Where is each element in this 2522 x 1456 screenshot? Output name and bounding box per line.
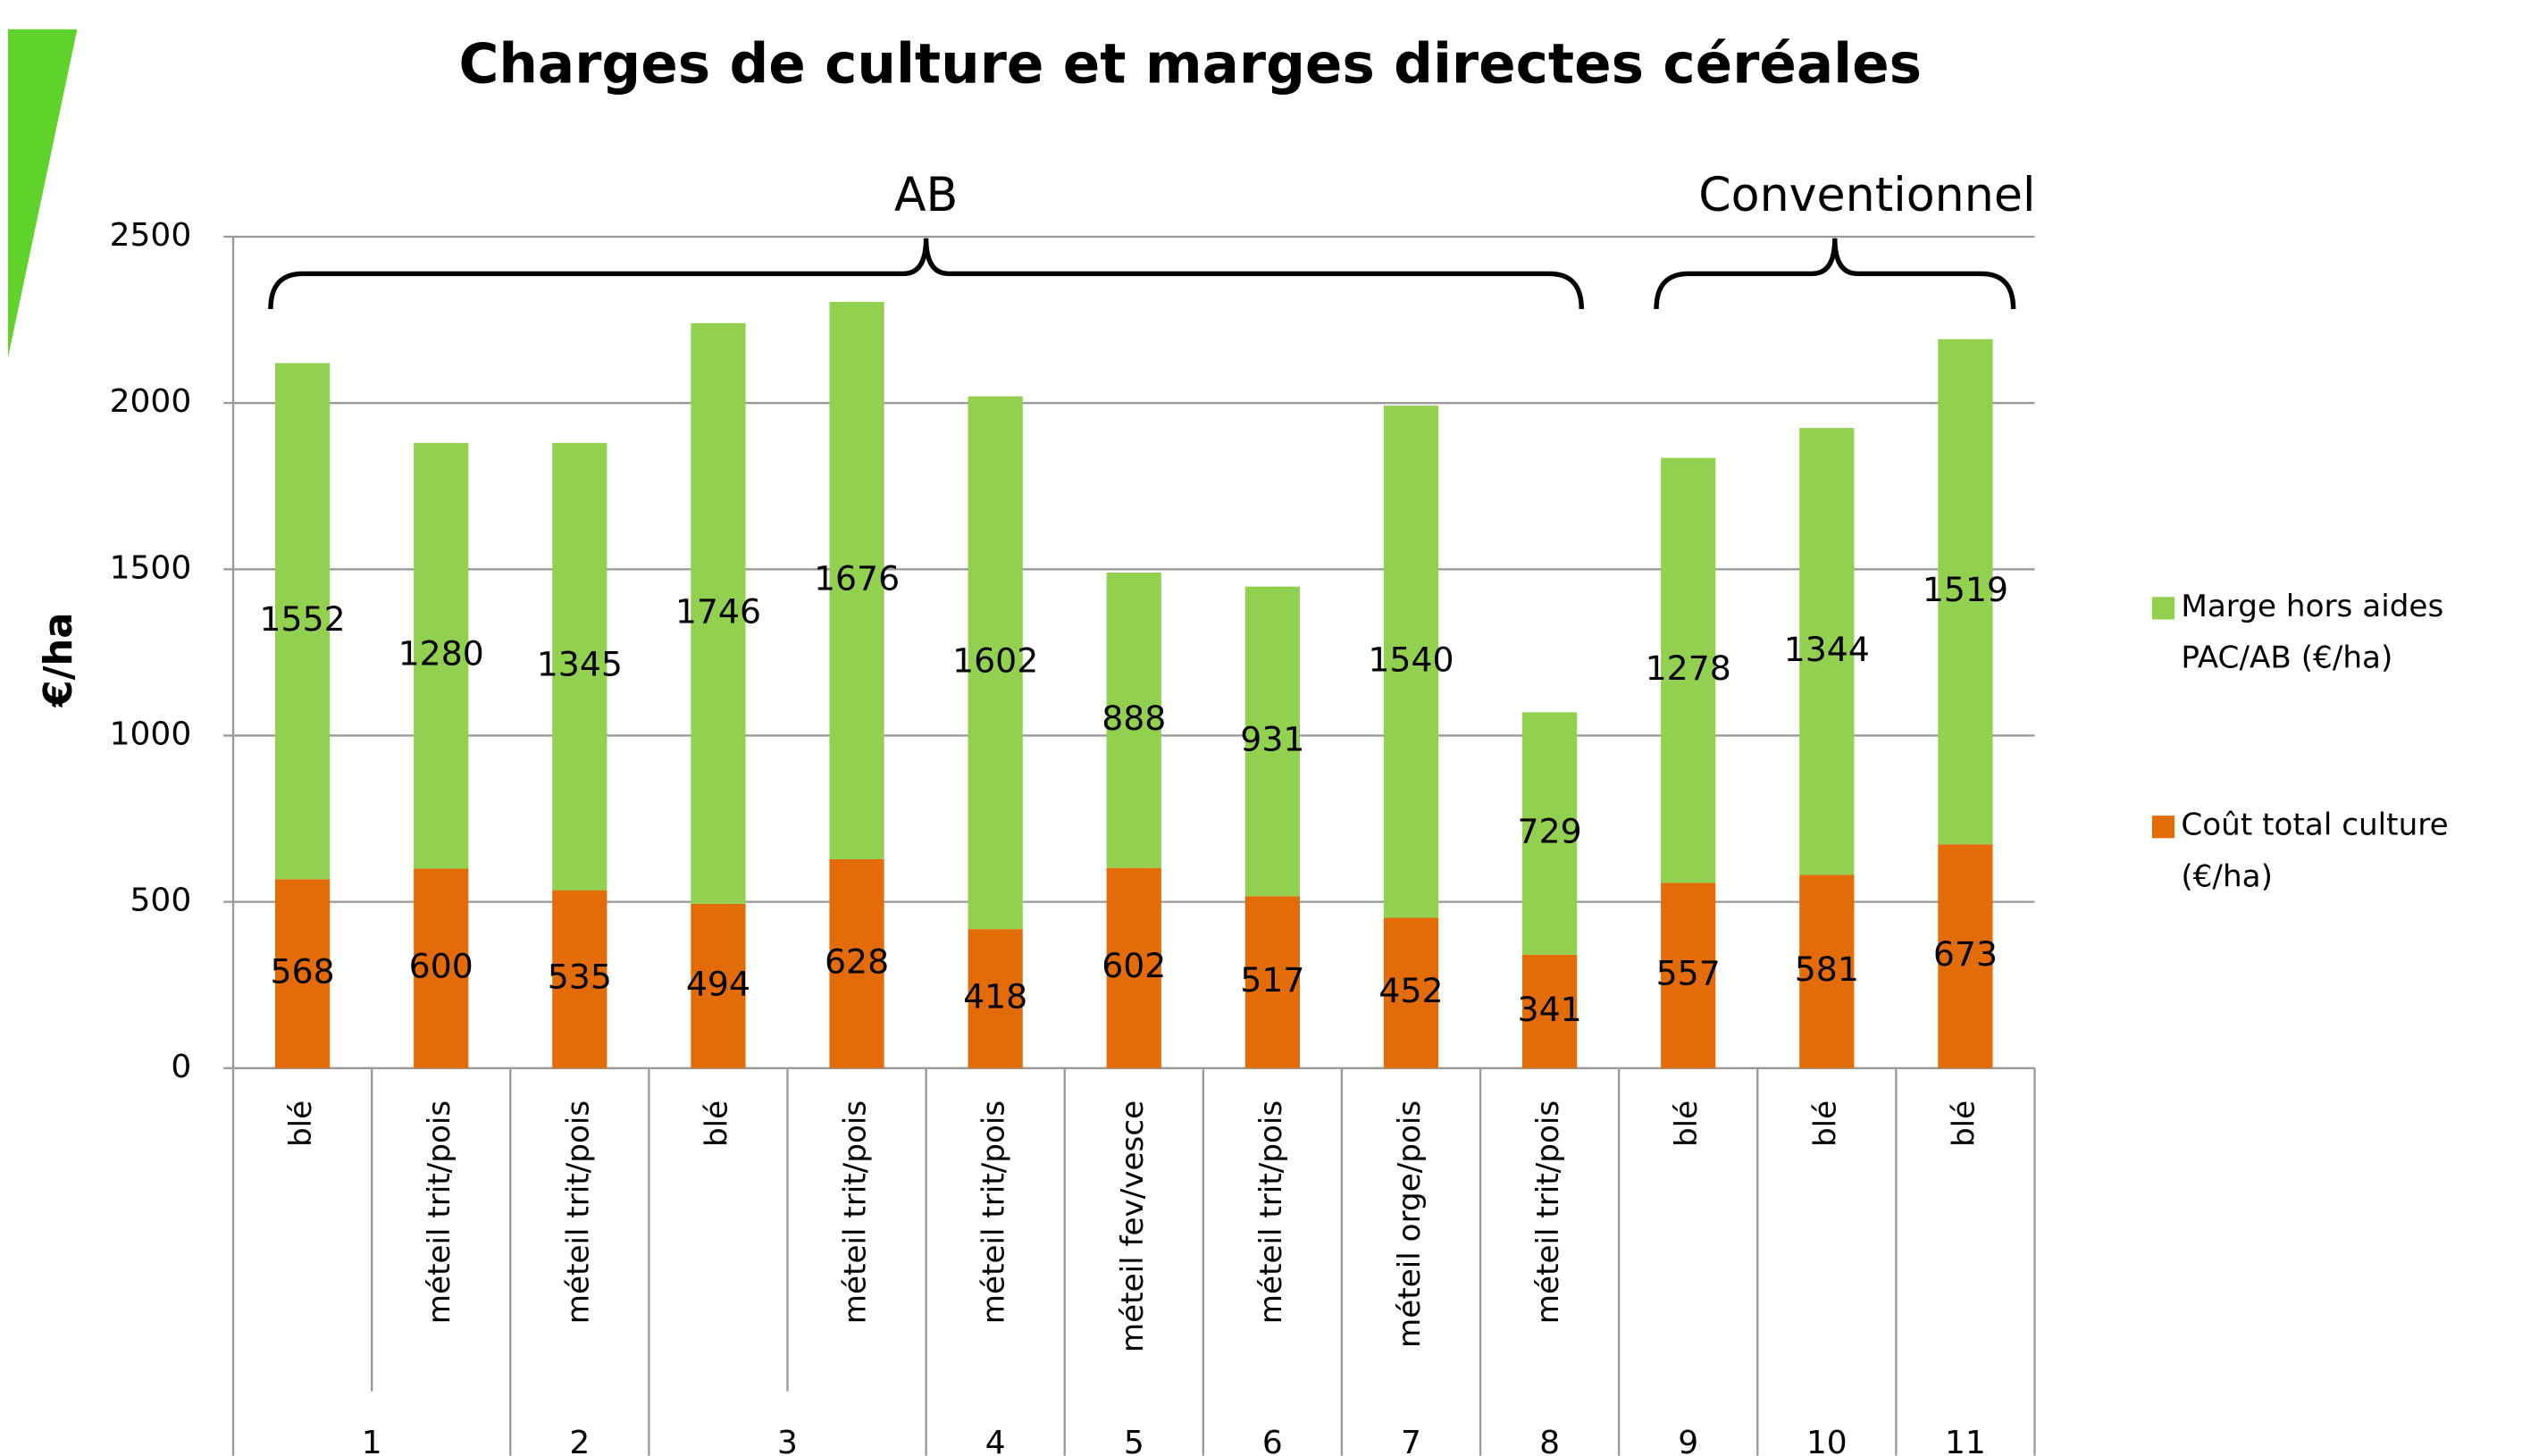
group-label: 10 [1806,1425,1848,1456]
data-label: 602 [1102,946,1166,985]
bar-segment [1938,339,1993,845]
group-label: 9 [1678,1425,1698,1456]
data-label: 517 [1240,960,1304,1000]
bracket [268,238,1584,310]
bar-segment [552,442,607,891]
data-label: 888 [1102,699,1166,738]
group-label: 4 [985,1425,1006,1456]
data-label: 341 [1518,990,1582,1029]
data-label: 1344 [1784,630,1870,669]
data-label: 600 [409,947,473,986]
x-tick-label: méteil trit/pois [976,1100,1012,1324]
data-label: 1278 [1646,649,1731,688]
x-tick-label: blé [283,1100,319,1147]
x-tick-label: méteil trit/pois [560,1100,596,1324]
data-label: 418 [963,976,1027,1016]
data-label: 1602 [952,640,1038,680]
bar-segment [691,322,746,904]
legend-label: Coût total culture (€/ha) [2181,807,2449,895]
bar-segment [1521,712,1578,955]
x-tick-label: méteil orge/pois [1392,1100,1428,1348]
x-tick-label: méteil fev/vesce [1115,1100,1151,1352]
bar-segment [552,890,607,1068]
data-label: 1676 [814,558,900,598]
y-tick-label: 500 [130,883,192,919]
decoration [8,29,78,358]
data-label: 1552 [260,599,346,639]
data-label: 494 [686,964,750,1003]
bar-segment [1661,457,1716,883]
x-tick-label: blé [1946,1100,1982,1147]
group-label: 3 [777,1425,798,1456]
x-tick-label: méteil trit/pois [838,1100,874,1324]
x-tick-label: méteil trit/pois [1253,1100,1289,1324]
bar-segment [829,301,884,859]
bar-segment [1661,883,1716,1068]
group-label: 11 [1945,1425,1986,1456]
y-tick-label: 2500 [110,217,192,254]
group-label: 1 [362,1425,382,1456]
legend-item: Marge hors aides PAC/AB (€/ha) [2181,589,2444,676]
data-label: 1540 [1368,640,1454,679]
group-label: 6 [1262,1425,1283,1456]
bar-segment [829,858,884,1068]
y-tick-label: 2000 [110,383,192,420]
data-label: 535 [548,958,612,997]
y-tick-label: 1000 [110,715,192,752]
bar-segment [968,929,1023,1068]
bar-segment [1244,586,1300,897]
group-label: 7 [1401,1425,1421,1456]
group-label: 8 [1539,1425,1560,1456]
x-tick-label: blé [1807,1100,1843,1147]
data-label: 568 [271,952,335,992]
legend-label: Marge hors aides PAC/AB (€/ha) [2181,589,2444,676]
data-label: 1519 [1923,570,2008,609]
bar-segment [1383,917,1439,1068]
chart-title: Charges de culture et marges directes cé… [458,33,1922,96]
bar-segment [1938,844,1993,1068]
y-axis-label: €/ha [37,613,81,708]
data-label: 1746 [675,591,761,631]
bar-segment [1799,874,1855,1068]
bar-segment [275,879,331,1068]
bar-segment [968,396,1023,930]
bar-segment [1106,573,1161,868]
legend-swatch [2151,597,2175,620]
legend-item: Coût total culture (€/ha) [2181,807,2449,895]
annotation: AB [894,169,959,222]
y-tick-label: 0 [171,1049,191,1085]
annotation: Conventionnel [1698,169,2035,222]
bar-segment [1106,867,1161,1068]
bar-segment [1383,406,1439,918]
bar-segment [691,903,746,1068]
data-label: 1345 [537,645,623,684]
x-tick-label: méteil trit/pois [422,1100,457,1324]
x-tick-label: méteil trit/pois [1530,1100,1566,1324]
data-label: 1280 [398,634,484,674]
legend-swatch [2151,816,2175,839]
data-label: 729 [1518,812,1582,851]
x-tick-label: blé [1669,1100,1705,1147]
bar-segment [275,363,331,880]
data-label: 931 [1240,719,1304,758]
bracket [1654,238,2016,310]
data-label: 628 [825,941,889,981]
bar-segment [414,442,469,869]
bar-segment [1244,896,1300,1068]
bar-segment [414,868,469,1068]
group-label: 5 [1124,1425,1144,1456]
y-tick-label: 1500 [110,549,192,586]
bar-segment [1799,428,1855,875]
data-label: 581 [1795,950,1859,989]
x-tick-label: blé [699,1100,734,1147]
data-label: 557 [1656,954,1721,993]
group-label: 2 [569,1425,590,1456]
data-label: 673 [1933,934,1998,974]
bar-segment [1521,954,1578,1068]
data-label: 452 [1378,971,1443,1010]
